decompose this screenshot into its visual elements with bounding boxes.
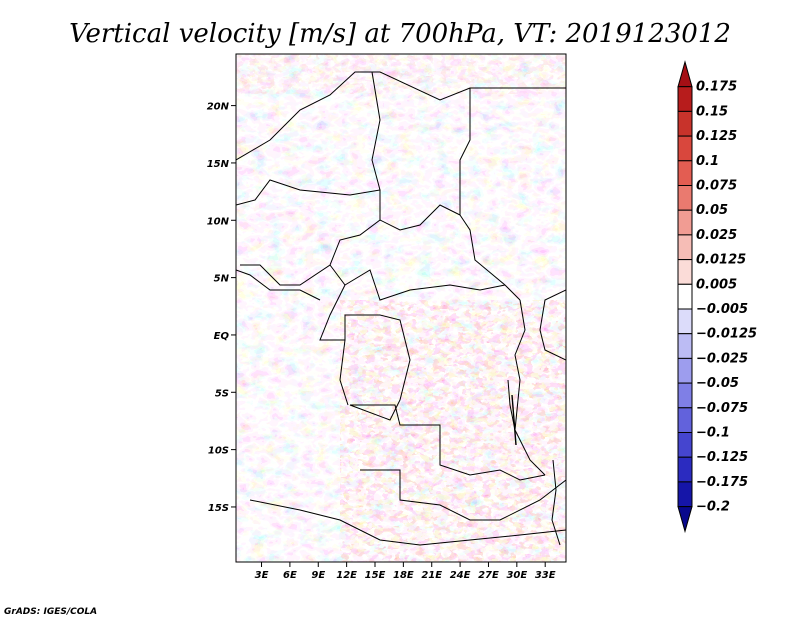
colorbar-swatch [677, 357, 693, 384]
colorbar-label: 0.025 [696, 228, 737, 243]
y-tick-label: 10S [208, 446, 229, 457]
y-tick-label: EQ [214, 331, 230, 342]
colorbar-label: 0.175 [696, 80, 737, 95]
colorbar-label: −0.025 [696, 351, 748, 366]
colorbar-swatch [677, 382, 693, 409]
colorbar-label: 0.075 [696, 179, 737, 194]
colorbar-swatch [677, 259, 693, 285]
colorbar-label: −0.005 [696, 302, 748, 317]
colorbar-swatch [677, 234, 693, 261]
colorbar-swatch [677, 185, 693, 211]
colorbar-label: 0.125 [696, 129, 737, 144]
colorbar-swatch [677, 481, 693, 508]
colorbar-label: 0.1 [696, 154, 719, 169]
y-tick-label: 15S [208, 503, 229, 514]
colorbar-bottom-arrow [677, 506, 693, 534]
country-borders [236, 71, 566, 546]
x-tick-label: 33E [535, 570, 556, 581]
x-tick-label: 18E [393, 570, 414, 581]
colorbar-swatch [677, 160, 693, 187]
x-tick-label: 12E [336, 570, 357, 581]
colorbar-swatch [677, 456, 693, 483]
colorbar-swatch [677, 110, 693, 137]
colorbar-label: −0.2 [696, 500, 730, 515]
colorbar-label: −0.05 [696, 376, 739, 391]
x-axis: 3E 6E 9E 12E 15E 18E 21E 24E 27E 30E 33E [255, 562, 556, 581]
y-tick-label: 5N [214, 274, 230, 285]
colorbar-label: 0.15 [696, 104, 728, 119]
colorbar-label: 0.0125 [696, 253, 746, 268]
colorbar-swatch [677, 407, 693, 433]
map-frame [235, 53, 567, 563]
x-tick-label: 6E [283, 570, 297, 581]
x-tick-label: 15E [365, 570, 386, 581]
x-tick-label: 30E [506, 570, 527, 581]
y-tick-label: 10N [207, 216, 230, 227]
y-tick-label: 20N [207, 102, 230, 113]
colorbar-swatch [677, 135, 693, 162]
colorbar-label: −0.175 [696, 475, 748, 490]
colorbar-label: 0.05 [696, 203, 728, 218]
colorbar-label: −0.075 [696, 401, 748, 416]
colorbar-swatch [677, 209, 693, 236]
colorbar-swatch [677, 432, 693, 458]
colorbar: 0.175 0.15 0.125 0.1 0.075 0.05 0.025 0.0125 0.0… [677, 60, 757, 534]
y-tick-label: 15N [207, 159, 230, 170]
colorbar-swatch [677, 86, 693, 112]
chart-title: Vertical velocity [m/s] at 700hPa, VT: 2… [69, 19, 731, 49]
colorbar-top-arrow [677, 60, 693, 88]
y-tick-label: 5S [215, 388, 229, 399]
colorbar-label: −0.1 [696, 426, 730, 441]
colorbar-label: −0.0125 [696, 327, 757, 342]
colorbar-swatch [677, 308, 693, 335]
x-tick-label: 3E [255, 570, 269, 581]
colorbar-label: −0.125 [696, 450, 748, 465]
colorbar-swatch [677, 283, 693, 310]
map-panel: 3E 6E 9E 12E 15E 18E 21E 24E 27E 30E 33E 20N 15N 10N… [207, 53, 567, 581]
colorbar-swatch [677, 333, 693, 359]
credit-text: GrADS: IGES/COLA [4, 607, 97, 617]
x-tick-label: 24E [450, 570, 471, 581]
y-axis: 20N 15N 10N 5N EQ 5S 10S 15S [207, 102, 236, 514]
x-tick-label: 21E [421, 570, 442, 581]
x-tick-label: 27E [478, 570, 499, 581]
colorbar-label: 0.005 [696, 277, 737, 292]
vertical-velocity-field [236, 54, 566, 562]
x-tick-label: 9E [311, 570, 325, 581]
